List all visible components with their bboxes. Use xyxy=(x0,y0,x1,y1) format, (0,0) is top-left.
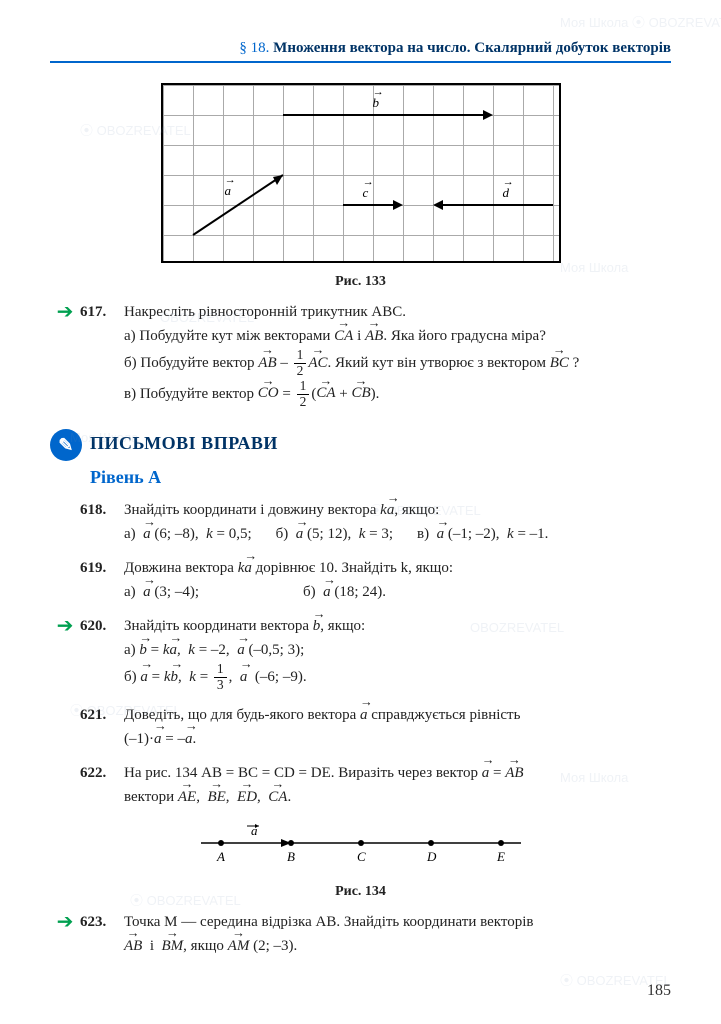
ex618-c: в) a (–1; –2), k = –1. xyxy=(417,522,548,546)
svg-text:C: C xyxy=(357,849,366,864)
exercise-number: 617. xyxy=(80,300,124,409)
ex617-c: в) Побудуйте вектор CO = 12(CA + CB). xyxy=(124,379,671,410)
written-exercises-heading: ✎ПИСЬМОВІ ВПРАВИ xyxy=(50,429,671,461)
exercise-620: ➔ 620. Знайдіть координати вектора b, як… xyxy=(50,614,671,693)
svg-text:A: A xyxy=(216,849,225,864)
ex620-b: б) a = kb, k = 13, a (–6; –9). xyxy=(124,662,671,693)
exercise-623: ➔ 623. Точка M — середина відрізка AB. З… xyxy=(50,910,671,958)
exercise-617: ➔ 617. Накресліть рівносторонній трикутн… xyxy=(50,300,671,409)
vector-b-head xyxy=(483,110,493,120)
vector-b-label: b xyxy=(373,95,380,111)
figure-133-caption: Рис. 133 xyxy=(50,274,671,290)
page-number: 185 xyxy=(647,982,671,1000)
svg-text:E: E xyxy=(496,849,505,864)
exercise-number: 621. xyxy=(80,703,124,751)
exercise-number: 618. xyxy=(80,498,124,546)
exercise-body: Доведіть, що для будь-якого вектора a сп… xyxy=(124,703,671,751)
vector-d-label: d xyxy=(503,185,510,201)
ex623-line2: AB і BM, якщо AM (2; –3). xyxy=(124,934,671,958)
ex617-b: б) Побудуйте вектор AB – 12AC. Який кут … xyxy=(124,348,671,379)
figure-134-caption: Рис. 134 xyxy=(50,884,671,900)
ex621-eq: (–1)·a = –a. xyxy=(124,727,671,751)
exercise-body: На рис. 134 AB = BC = CD = DE. Виразіть … xyxy=(124,761,671,809)
exercise-621: 621. Доведіть, що для будь-якого вектора… xyxy=(50,703,671,751)
pen-icon: ✎ xyxy=(50,429,82,461)
figure-133-grid: b a c d xyxy=(161,83,561,263)
vector-c-label: c xyxy=(363,185,369,201)
ex617-a: а) Побудуйте кут між векторами CA і AB. … xyxy=(124,324,671,348)
exercise-number: 619. xyxy=(80,556,124,604)
vector-d-line xyxy=(443,204,553,206)
figure-134-svg: a A B C D E xyxy=(181,823,541,873)
ex618-a: а) a (6; –8), k = 0,5; xyxy=(124,522,252,546)
arrow-icon: ➔ xyxy=(50,300,80,409)
ex619-a: а) a (3; –4); xyxy=(124,580,199,604)
exercise-body: Довжина вектора ka дорівнює 10. Знайдіть… xyxy=(124,556,671,604)
exercise-618: 618. Знайдіть координати і довжину векто… xyxy=(50,498,671,546)
vector-c-head xyxy=(393,200,403,210)
ex619-subs: а) a (3; –4); б) a (18; 24). xyxy=(124,580,671,604)
svg-text:D: D xyxy=(426,849,437,864)
vector-d-head xyxy=(433,200,443,210)
ex618-b: б) a (5; 12), k = 3; xyxy=(276,522,393,546)
textbook-page: § 18. Множення вектора на число. Скалярн… xyxy=(0,0,721,1024)
exercise-body: Знайдіть координати і довжину вектора ka… xyxy=(124,498,671,546)
exercise-619: 619. Довжина вектора ka дорівнює 10. Зна… xyxy=(50,556,671,604)
exercise-body: Знайдіть координати вектора b, якщо: а) … xyxy=(124,614,671,693)
ex622-line2: вектори AE, BE, ED, CA. xyxy=(124,785,671,809)
vector-c-line xyxy=(343,204,398,206)
arrow-icon: ➔ xyxy=(50,614,80,693)
figure-134: a A B C D E Рис. 134 xyxy=(50,823,671,900)
section-title: Множення вектора на число. Скалярний доб… xyxy=(273,40,671,56)
vector-b-line xyxy=(283,114,488,116)
figure-133: b a c d Рис. 133 xyxy=(50,83,671,290)
arrow-icon: ➔ xyxy=(50,910,80,958)
exercise-number: 622. xyxy=(80,761,124,809)
exercise-body: Точка M — середина відрізка AB. Знайдіть… xyxy=(124,910,671,958)
level-a-heading: Рівень А xyxy=(90,467,671,488)
section-number: § 18. xyxy=(239,40,269,56)
ex617-intro: Накресліть рівносторонній трикутник ABC. xyxy=(124,300,671,324)
svg-text:B: B xyxy=(287,849,295,864)
exercise-622: 622. На рис. 134 AB = BC = CD = DE. Вира… xyxy=(50,761,671,809)
page-header: § 18. Множення вектора на число. Скалярн… xyxy=(50,40,671,63)
exercise-body: Накресліть рівносторонній трикутник ABC.… xyxy=(124,300,671,409)
exercise-number: 620. xyxy=(80,614,124,693)
ex618-subs: а) a (6; –8), k = 0,5; б) a (5; 12), k =… xyxy=(124,522,671,546)
ex620-a: а) b = ka, k = –2, a (–0,5; 3); xyxy=(124,638,671,662)
exercise-number: 623. xyxy=(80,910,124,958)
watermark-text: Моя Школа ⦿ OBOZREVATEL xyxy=(560,12,721,31)
ex619-b: б) a (18; 24). xyxy=(303,580,386,604)
vector-a-label: a xyxy=(225,183,232,199)
